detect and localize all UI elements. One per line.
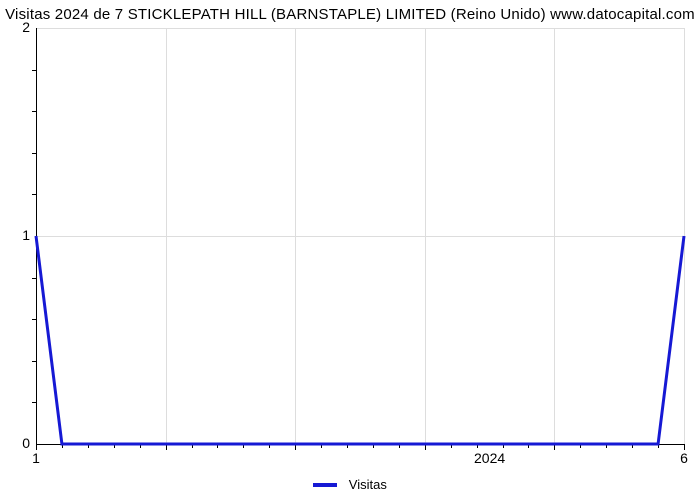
grid-horizontal <box>36 236 684 237</box>
chart-container: Visitas 2024 de 7 STICKLEPATH HILL (BARN… <box>0 0 700 500</box>
legend-swatch <box>313 483 337 487</box>
axis-left <box>36 28 37 444</box>
plot-area <box>36 28 684 444</box>
legend: Visitas <box>0 476 700 492</box>
grid-horizontal <box>36 28 684 29</box>
xtick-label: 6 <box>680 450 688 466</box>
grid-vertical <box>684 28 685 444</box>
xtick-label-year: 2024 <box>474 450 505 466</box>
ytick-label: 1 <box>10 227 30 243</box>
axis-bottom <box>36 444 684 445</box>
ytick-label: 0 <box>10 435 30 451</box>
chart-title: Visitas 2024 de 7 STICKLEPATH HILL (BARN… <box>0 6 700 23</box>
xtick-label: 1 <box>32 450 40 466</box>
legend-label: Visitas <box>349 477 387 492</box>
ytick-label: 2 <box>10 19 30 35</box>
